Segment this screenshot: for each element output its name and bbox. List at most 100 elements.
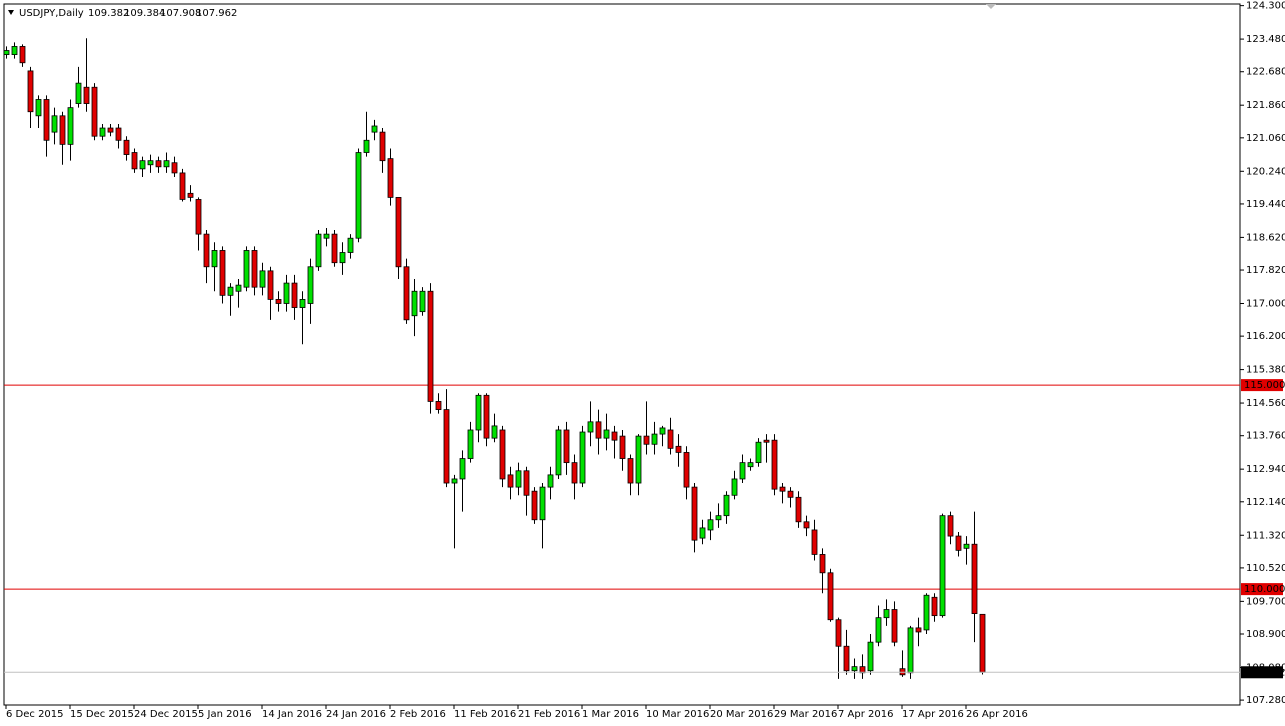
ohlc-low: 107.908 [160, 8, 201, 19]
y-tick-label: 124.300 [1246, 1, 1285, 12]
candle-body [467, 429, 474, 459]
candle-body [843, 645, 850, 672]
candle-body [451, 478, 458, 484]
candle-body [147, 160, 154, 166]
candle-body [771, 439, 778, 490]
candle-body [795, 496, 802, 523]
candle-body [3, 50, 10, 55]
candle-body [227, 286, 234, 296]
menu-arrow[interactable] [8, 10, 14, 15]
candle-body [403, 266, 410, 321]
candle-body [587, 421, 594, 433]
last-price-box [1241, 666, 1283, 679]
x-tick-label: 26 Apr 2016 [966, 709, 1028, 720]
candle-body [339, 252, 346, 264]
candle-body [275, 299, 282, 304]
candle-body [115, 127, 122, 141]
y-tick-label: 113.760 [1246, 431, 1285, 442]
candle-body [475, 394, 482, 431]
candle-body [611, 431, 618, 441]
candle-body [755, 441, 762, 464]
y-tick-label: 121.060 [1246, 133, 1285, 144]
candle-body [307, 266, 314, 304]
candle-body [267, 270, 274, 300]
candle-body [515, 470, 522, 488]
x-tick-label: 24 Dec 2015 [134, 709, 198, 720]
candle-body [59, 115, 66, 145]
ohlc-close: 107.962 [196, 8, 237, 19]
candle-body [931, 596, 938, 617]
level-label-box [1241, 379, 1283, 392]
candle-body [27, 70, 34, 113]
candle-body [379, 131, 386, 162]
candle-body [51, 115, 58, 133]
x-tick-label: 17 Apr 2016 [902, 709, 964, 720]
candle-body [435, 401, 442, 410]
candle-body [123, 139, 130, 155]
x-tick-label: 7 Apr 2016 [838, 709, 893, 720]
candle-body [627, 458, 634, 484]
candle-body [651, 433, 658, 445]
candle-body [891, 609, 898, 643]
candle-body [819, 554, 826, 574]
candle-body [979, 613, 986, 673]
candle-body [35, 99, 42, 117]
candle-body [75, 82, 82, 104]
candle-body [259, 270, 266, 288]
candle-body [99, 127, 106, 137]
y-tick-label: 118.620 [1246, 232, 1285, 243]
candle-body [675, 445, 682, 453]
y-tick-label: 108.900 [1246, 629, 1285, 640]
y-tick-label: 112.940 [1246, 464, 1285, 475]
candle-body [299, 299, 306, 308]
candle-body [411, 290, 418, 317]
candle-body [539, 486, 546, 521]
candle-body [875, 617, 882, 643]
candle-body [899, 668, 906, 676]
candle-body [851, 666, 858, 672]
x-tick-label: 5 Jan 2016 [198, 709, 252, 720]
candle-body [347, 237, 354, 253]
x-tick-label: 20 Mar 2016 [710, 709, 773, 720]
y-tick-label: 112.140 [1246, 497, 1285, 508]
x-tick-label: 21 Feb 2016 [518, 709, 580, 720]
candle-body [963, 543, 970, 549]
candle-body [387, 158, 394, 198]
candle-body [915, 627, 922, 633]
plot-frame [3, 3, 1241, 706]
level-label: 115.000 [1244, 380, 1285, 391]
candle-body [107, 127, 114, 133]
candle-body [219, 250, 226, 296]
candle-body [235, 284, 242, 292]
shift-marker [986, 4, 996, 9]
candle-body [939, 515, 946, 617]
candle-body [779, 486, 786, 492]
candle-body [867, 641, 874, 672]
x-tick-label: 24 Jan 2016 [326, 709, 386, 720]
last-price-label: 107.962 [1244, 667, 1285, 678]
candle-body [283, 282, 290, 304]
y-tick-label: 107.280 [1246, 695, 1285, 706]
candle-body [579, 431, 586, 484]
candle-body [203, 233, 210, 268]
candle-body [923, 594, 930, 631]
candle-body [531, 490, 538, 521]
y-tick-label: 114.560 [1246, 398, 1285, 409]
candle-body [155, 160, 162, 168]
candle-body [459, 458, 466, 480]
x-tick-label: 14 Jan 2016 [262, 709, 322, 720]
candle-body [243, 250, 250, 288]
candle-body [563, 429, 570, 464]
candle-body [43, 99, 50, 141]
x-tick-label: 15 Dec 2015 [70, 709, 134, 720]
candle-body [683, 452, 690, 488]
y-tick-label: 115.380 [1246, 365, 1285, 376]
x-tick-label: 11 Feb 2016 [454, 709, 516, 720]
y-tick-label: 117.820 [1246, 265, 1285, 276]
x-tick-label: 1 Mar 2016 [582, 709, 639, 720]
chart-title: USDJPY,Daily [19, 8, 84, 19]
candle-body [955, 535, 962, 551]
candle-body [443, 409, 450, 484]
candle-body [491, 425, 498, 439]
candle-body [555, 429, 562, 476]
